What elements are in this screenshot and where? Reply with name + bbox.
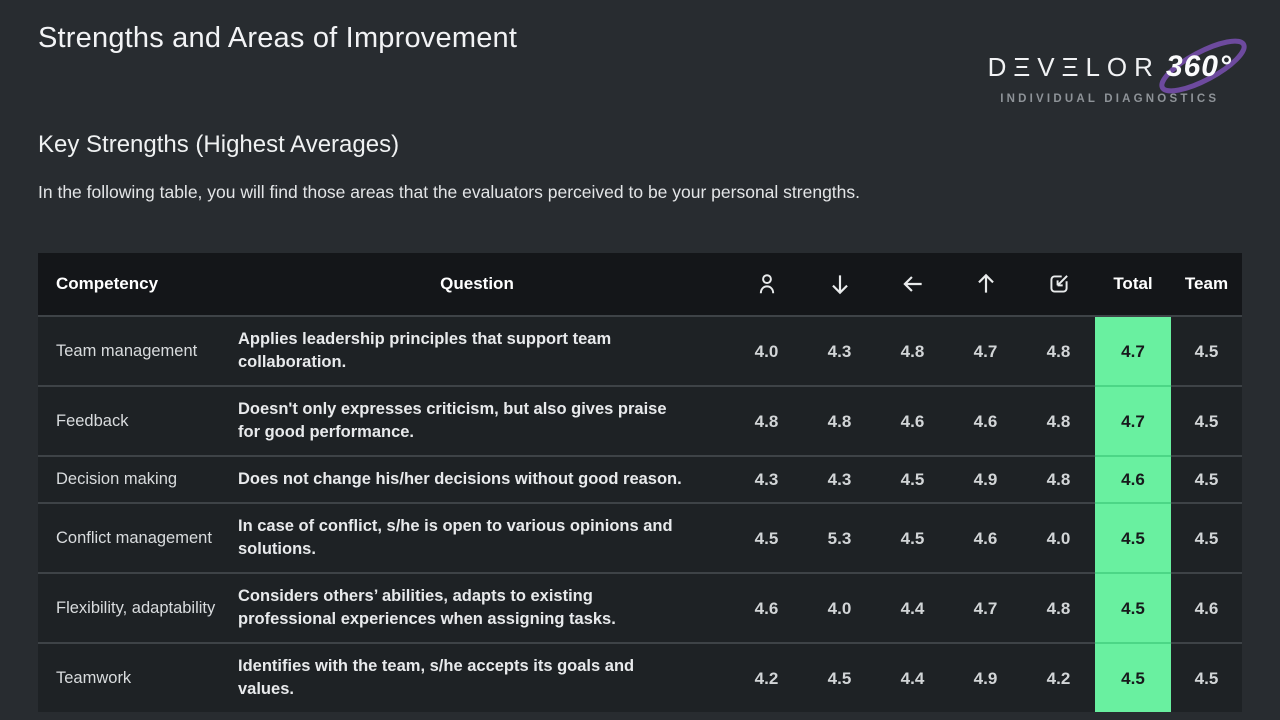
score-cell-self: 4.3 [730, 455, 803, 502]
column-header-self [730, 253, 803, 315]
table-body: Team management Applies leadership princ… [38, 315, 1242, 712]
logo-360-text: 360° [1165, 50, 1232, 83]
table-row: Team management Applies leadership princ… [38, 315, 1242, 385]
brand-logo: DΞVΞLOR 360° INDIVIDUAL DIAGNOSTICS [987, 38, 1247, 105]
table-row: Decision making Does not change his/her … [38, 455, 1242, 502]
score-cell-subordinates: 5.3 [803, 502, 876, 572]
score-cell-managers: 4.6 [949, 502, 1022, 572]
competency-cell: Feedback [38, 385, 224, 455]
column-header-team: Team [1171, 253, 1242, 315]
competency-cell: Conflict management [38, 502, 224, 572]
column-header-subordinates [803, 253, 876, 315]
competency-cell: Team management [38, 315, 224, 385]
column-header-self-assessment [1022, 253, 1095, 315]
total-score-cell: 4.7 [1095, 315, 1171, 385]
question-cell: Applies leadership principles that suppo… [224, 315, 730, 385]
score-cell-subordinates: 4.0 [803, 572, 876, 642]
team-score-cell: 4.5 [1171, 315, 1242, 385]
team-score-cell: 4.5 [1171, 385, 1242, 455]
score-cell-subordinates: 4.8 [803, 385, 876, 455]
total-score-cell: 4.7 [1095, 385, 1171, 455]
table-row: Conflict management In case of conflict,… [38, 502, 1242, 572]
score-cell-peers: 4.6 [876, 385, 949, 455]
score-cell-managers: 4.7 [949, 315, 1022, 385]
score-cell-peers: 4.4 [876, 642, 949, 712]
section-title: Key Strengths (Highest Averages) [38, 131, 400, 158]
page-title: Strengths and Areas of Improvement [38, 22, 518, 54]
table-row: Teamwork Identifies with the team, s/he … [38, 642, 1242, 712]
competency-cell: Decision making [38, 455, 224, 502]
score-cell-self: 4.2 [730, 642, 803, 712]
column-header-managers [949, 253, 1022, 315]
total-score-cell: 4.5 [1095, 642, 1171, 712]
total-score-cell: 4.6 [1095, 455, 1171, 502]
total-score-cell: 4.5 [1095, 502, 1171, 572]
logo-swoosh-icon [1159, 38, 1247, 94]
score-cell-subordinates: 4.3 [803, 315, 876, 385]
arrow-up-icon [977, 273, 994, 293]
score-cell-self-assessment: 4.2 [1022, 642, 1095, 712]
arrow-left-icon [902, 276, 922, 292]
score-cell-peers: 4.5 [876, 502, 949, 572]
section-description: In the following table, you will find th… [38, 182, 861, 202]
score-cell-managers: 4.7 [949, 572, 1022, 642]
score-cell-managers: 4.9 [949, 642, 1022, 712]
team-score-cell: 4.5 [1171, 455, 1242, 502]
score-cell-subordinates: 4.3 [803, 455, 876, 502]
score-cell-self: 4.6 [730, 572, 803, 642]
logo-360-wrap: 360° [1159, 38, 1247, 94]
team-score-cell: 4.5 [1171, 642, 1242, 712]
question-cell: In case of conflict, s/he is open to var… [224, 502, 730, 572]
score-cell-managers: 4.6 [949, 385, 1022, 455]
score-cell-self-assessment: 4.0 [1022, 502, 1095, 572]
table-header-row: Competency Question [38, 253, 1242, 315]
score-cell-peers: 4.8 [876, 315, 949, 385]
column-header-competency: Competency [38, 253, 224, 315]
score-cell-self: 4.5 [730, 502, 803, 572]
strengths-table: Competency Question [38, 253, 1242, 712]
question-cell: Identifies with the team, s/he accepts i… [224, 642, 730, 712]
table-row: Flexibility, adaptability Considers othe… [38, 572, 1242, 642]
team-score-cell: 4.6 [1171, 572, 1242, 642]
score-cell-self-assessment: 4.8 [1022, 572, 1095, 642]
table-row: Feedback Doesn't only expresses criticis… [38, 385, 1242, 455]
column-header-peers [876, 253, 949, 315]
logo-wordmark-row: DΞVΞLOR 360° [987, 38, 1247, 94]
score-cell-self-assessment: 4.8 [1022, 455, 1095, 502]
logo-tagline: INDIVIDUAL DIAGNOSTICS [1000, 93, 1220, 105]
column-header-question: Question [224, 253, 730, 315]
box-arrow-in-icon [1049, 275, 1068, 293]
team-score-cell: 4.5 [1171, 502, 1242, 572]
score-cell-managers: 4.9 [949, 455, 1022, 502]
score-cell-self-assessment: 4.8 [1022, 315, 1095, 385]
score-cell-peers: 4.4 [876, 572, 949, 642]
column-header-total: Total [1095, 253, 1171, 315]
score-cell-self: 4.0 [730, 315, 803, 385]
person-icon [759, 274, 774, 294]
question-cell: Doesn't only expresses criticism, but al… [224, 385, 730, 455]
question-cell: Considers others’ abilities, adapts to e… [224, 572, 730, 642]
total-score-cell: 4.5 [1095, 572, 1171, 642]
question-cell: Does not change his/her decisions withou… [224, 455, 730, 502]
score-cell-peers: 4.5 [876, 455, 949, 502]
score-cell-self-assessment: 4.8 [1022, 385, 1095, 455]
report-page: Strengths and Areas of Improvement DΞVΞL… [0, 22, 1280, 712]
arrow-down-icon [831, 275, 848, 295]
competency-cell: Teamwork [38, 642, 224, 712]
score-cell-subordinates: 4.5 [803, 642, 876, 712]
competency-cell: Flexibility, adaptability [38, 572, 224, 642]
logo-wordmark: DΞVΞLOR [987, 51, 1160, 82]
score-cell-self: 4.8 [730, 385, 803, 455]
